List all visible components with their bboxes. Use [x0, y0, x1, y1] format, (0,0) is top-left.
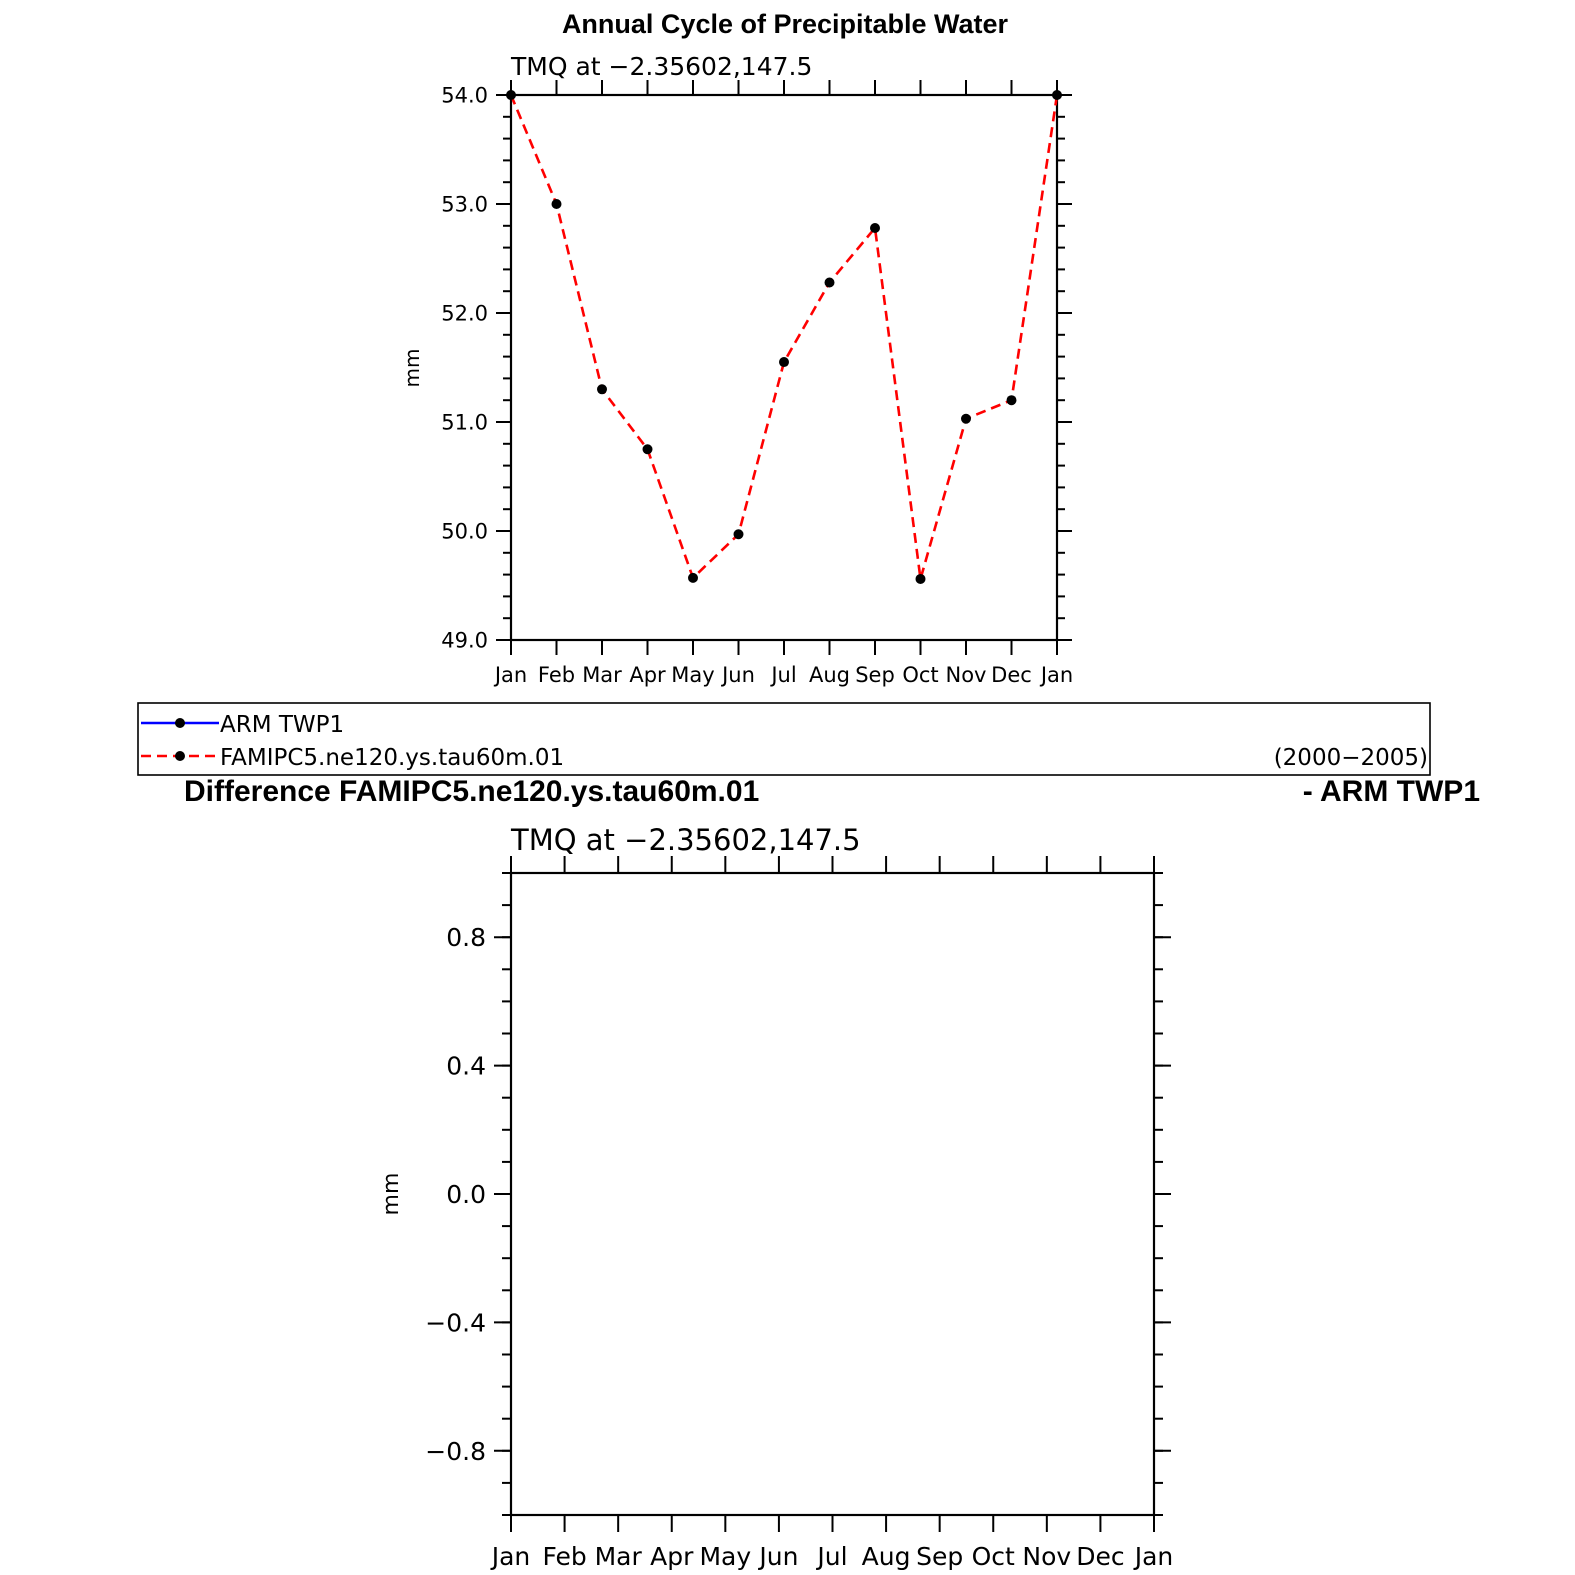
top-chart-axes: Jan Feb Mar Apr May Jun Jul Aug Sep Oct Nov Dec Jan4…	[441, 80, 1073, 687]
top-chart-series	[506, 90, 1062, 584]
x-tick-label: Feb	[542, 1542, 586, 1571]
x-tick-label: Oct	[972, 1542, 1015, 1571]
figure-title: Annual Cycle of Precipitable Water	[562, 9, 1009, 39]
x-tick-label: Oct	[902, 663, 938, 687]
data-point	[824, 277, 835, 288]
x-tick-label: Mar	[582, 663, 622, 687]
diff-title-left: Difference FAMIPC5.ne120.ys.tau60m.01	[184, 775, 759, 808]
y-tick-label: 54.0	[441, 84, 488, 108]
x-tick-label: Dec	[1076, 1542, 1124, 1571]
diff-title-right: - ARM TWP1	[1303, 775, 1480, 808]
legend-marker-arm	[175, 718, 185, 728]
y-tick-label: −0.8	[425, 1437, 486, 1466]
data-point	[870, 222, 880, 233]
plot-frame	[509, 871, 1156, 1517]
y-tick-label: 50.0	[441, 520, 488, 544]
data-point	[1006, 395, 1017, 406]
y-tick-label: 53.0	[441, 193, 488, 217]
legend-box	[137, 702, 1431, 776]
y-tick-label: −0.4	[425, 1308, 486, 1337]
x-tick-label: Jul	[769, 663, 796, 687]
y-tick-label: 49.0	[441, 629, 488, 653]
data-point	[779, 357, 789, 368]
x-tick-label: Apr	[629, 663, 666, 687]
y-tick-label: 0.4	[446, 1052, 486, 1081]
x-tick-label: Aug	[862, 1542, 911, 1571]
data-point	[915, 573, 926, 584]
bottom-chart-subtitle: TMQ at −2.35602,147.5	[510, 823, 861, 857]
x-tick-label: Apr	[650, 1542, 694, 1571]
x-tick-label: Nov	[946, 663, 987, 687]
legend-label-model: FAMIPC5.ne120.ys.tau60m.01	[220, 745, 564, 771]
data-point	[733, 529, 744, 540]
y-tick-label: 52.0	[441, 302, 488, 326]
x-tick-label: Mar	[595, 1542, 643, 1571]
data-point	[688, 572, 698, 583]
x-tick-label: Dec	[991, 663, 1032, 687]
x-tick-label: Sep	[855, 663, 895, 687]
x-tick-label: Jan	[490, 1542, 531, 1571]
series-line	[509, 94, 1059, 581]
x-tick-label: May	[699, 1542, 751, 1571]
data-point	[1052, 90, 1062, 100]
legend: ARM TWP1 FAMIPC5.ne120.ys.tau60m.01 (200…	[137, 702, 1431, 776]
data-point	[642, 444, 653, 455]
x-tick-label: Sep	[916, 1542, 963, 1571]
data-point	[506, 90, 516, 100]
plot-frame	[509, 93, 1059, 642]
legend-period: (2000−2005)	[1274, 745, 1428, 771]
legend-label-arm: ARM TWP1	[220, 712, 344, 738]
legend-marker-model	[175, 751, 185, 761]
x-tick-label: Jun	[757, 1542, 798, 1571]
x-tick-label: May	[671, 663, 714, 687]
x-tick-label: Aug	[809, 663, 850, 687]
data-point	[597, 384, 607, 395]
data-point	[961, 413, 971, 424]
x-tick-label: Jul	[815, 1542, 847, 1571]
top-chart-subtitle: TMQ at −2.35602,147.5	[510, 52, 812, 81]
x-tick-label: Jan	[1133, 1542, 1174, 1571]
y-tick-label: 51.0	[441, 411, 488, 435]
bottom-chart-ylabel: mm	[379, 1173, 404, 1216]
bottom-chart-axes: Jan Feb Mar Apr May Jun Jul Aug Sep Oct Nov Dec Jan −…	[425, 856, 1173, 1571]
x-tick-label: Feb	[538, 663, 575, 687]
x-tick-label: Nov	[1022, 1542, 1071, 1571]
x-tick-label: Jan	[1039, 663, 1073, 687]
data-point	[551, 199, 562, 209]
x-tick-label: Jun	[720, 663, 755, 687]
y-tick-label: 0.0	[446, 1180, 486, 1209]
y-tick-label: 0.8	[446, 923, 486, 952]
x-tick-label: Jan	[493, 663, 527, 687]
top-chart-ylabel: mm	[400, 349, 424, 388]
